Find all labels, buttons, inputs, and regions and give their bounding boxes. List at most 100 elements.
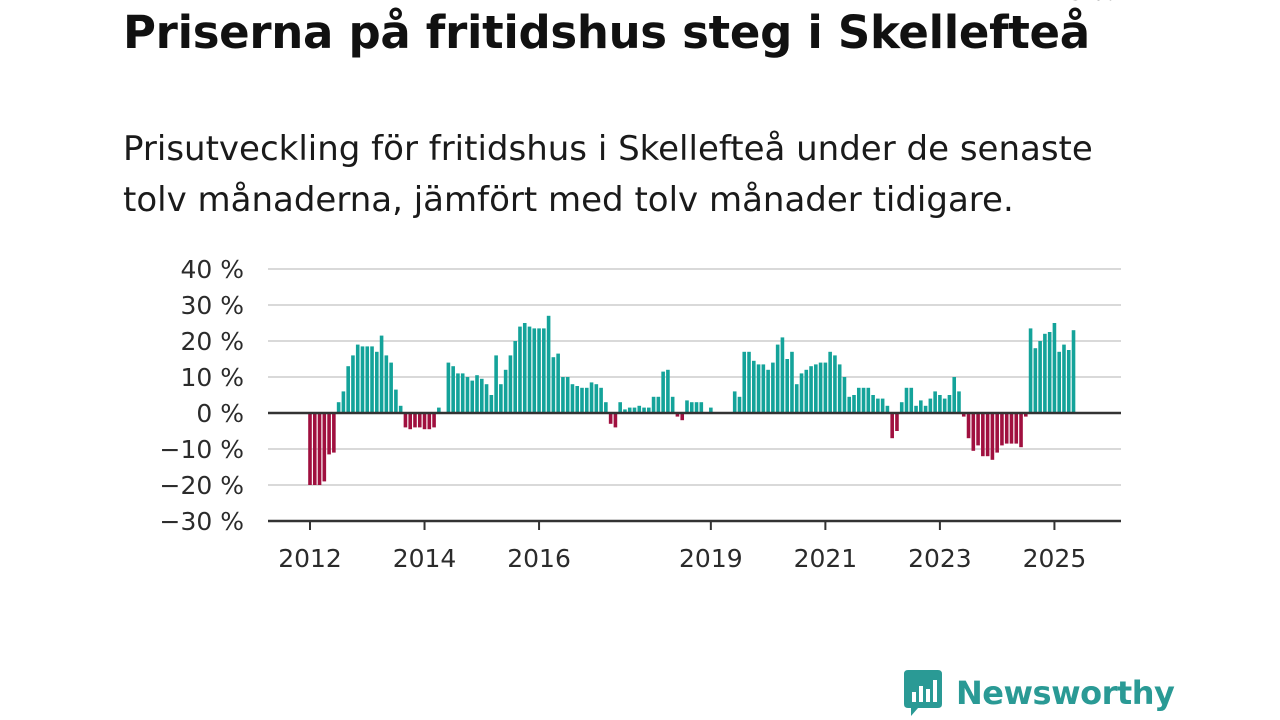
bar [1066, 350, 1071, 413]
bar [995, 413, 999, 453]
bar [661, 371, 665, 413]
bar [890, 413, 894, 439]
y-tick-label: −30 % [160, 507, 244, 536]
newsworthy-logo[interactable]: Newsworthy [902, 670, 1175, 716]
bar [895, 413, 899, 431]
bar [885, 405, 890, 413]
bar [317, 413, 322, 485]
bar [556, 353, 560, 413]
bar [752, 360, 756, 413]
bar [427, 413, 432, 430]
bar [1009, 413, 1014, 444]
bars [308, 315, 1076, 485]
bar [623, 409, 627, 413]
bar [790, 351, 794, 413]
bar [909, 387, 914, 413]
bar [680, 413, 685, 421]
bar [866, 387, 871, 413]
bar [398, 405, 403, 413]
bar [413, 413, 417, 428]
bar [479, 378, 484, 413]
bar [1019, 413, 1023, 448]
bar [852, 395, 856, 413]
y-tick-label: −10 % [160, 435, 244, 464]
axes [268, 411, 1121, 530]
bar [847, 396, 852, 413]
bar [1014, 413, 1019, 444]
bar [322, 413, 327, 482]
bar [632, 407, 637, 413]
bar [1052, 323, 1057, 413]
bar [508, 355, 513, 413]
bar [651, 396, 656, 413]
bar [985, 413, 990, 457]
bar [732, 391, 737, 413]
bar [336, 402, 341, 413]
bar [647, 407, 651, 413]
bar [775, 344, 780, 413]
bar [422, 413, 427, 430]
bar [709, 407, 713, 413]
bar [947, 395, 952, 413]
bar [914, 405, 918, 413]
bar [379, 335, 384, 413]
bar [880, 398, 885, 413]
bar-chart: 40 % 30 % 20 % 10 % 0 % −10 % −20 % −30 % 2012 20… [160, 0, 1121, 573]
bar [818, 362, 823, 413]
bar [828, 351, 832, 413]
bar [637, 405, 642, 413]
x-tick-label: 2021 [794, 544, 858, 573]
newsworthy-logo-icon [904, 670, 942, 716]
bar [537, 328, 541, 413]
bar [417, 413, 422, 428]
y-tick-label: 30 % [180, 291, 244, 320]
chart-title: Priserna på fritidshus steg i Skellefteå [123, 6, 1090, 59]
bar [375, 351, 379, 413]
bar [871, 395, 875, 413]
bar [370, 346, 374, 413]
bar [656, 396, 661, 413]
bar [604, 402, 608, 413]
bar [584, 387, 589, 413]
bar [809, 366, 813, 413]
bar [484, 384, 489, 413]
bar [957, 391, 961, 413]
bar [742, 351, 747, 413]
bar [766, 369, 770, 413]
bar [747, 351, 751, 413]
bar [771, 362, 775, 413]
bar [1024, 413, 1028, 417]
bar [546, 315, 551, 413]
bar [327, 413, 331, 455]
bar [1038, 341, 1042, 413]
bar [938, 395, 942, 413]
bar [618, 402, 622, 413]
bar [966, 413, 971, 439]
brand-name: Newsworthy [956, 674, 1175, 712]
bar [971, 413, 976, 451]
bar [608, 413, 613, 424]
bar [308, 413, 312, 485]
bar [518, 326, 522, 413]
bar [499, 384, 503, 413]
bar [403, 413, 408, 428]
bar [1071, 330, 1076, 413]
bar [856, 387, 861, 413]
bar [1047, 332, 1052, 413]
bar [794, 384, 799, 413]
bar [355, 344, 360, 413]
bar [899, 402, 904, 413]
bar [952, 377, 957, 413]
x-tick-label: 2023 [908, 544, 972, 573]
y-tick-label: 20 % [180, 327, 244, 356]
bar [360, 346, 365, 413]
bar [961, 413, 966, 417]
bar [542, 328, 546, 413]
bar [1057, 351, 1061, 413]
bar [919, 400, 923, 413]
bar [465, 377, 470, 413]
bar [780, 337, 785, 413]
bar [861, 387, 866, 413]
bar [814, 364, 818, 413]
bar [503, 369, 508, 413]
